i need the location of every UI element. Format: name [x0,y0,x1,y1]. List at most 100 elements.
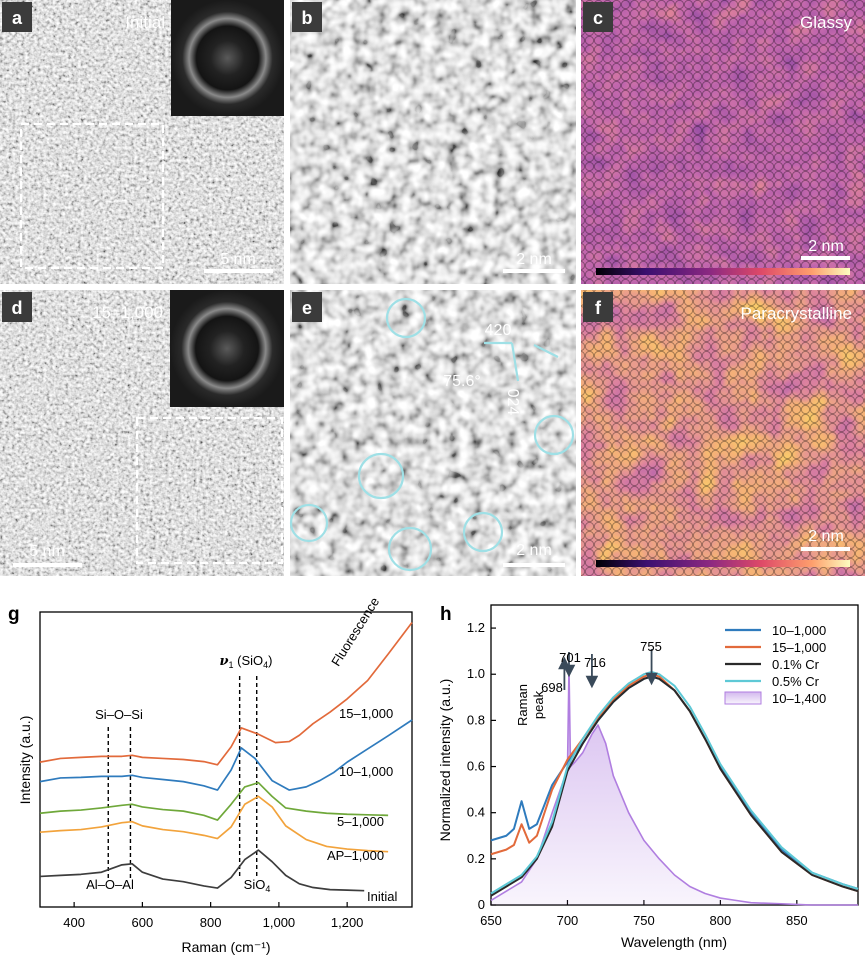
panel-letter-bg-f [583,292,613,322]
peak-arrows-h: 698 701 716 755 [541,639,662,695]
series-label-g: 10–1,000 [339,764,393,779]
scale-label-c: 2 nm [808,238,844,255]
peak-label-h: 698 [541,680,563,695]
annot-si-o-si: Si–O–Si [95,707,143,722]
cell-overlay-f [581,290,865,576]
annot-fluorescence: Fluorescence [328,595,382,669]
series-labels-g: Initial AP–1,000 5–1,000 10–1,000 15–1,000 [327,706,397,904]
scale-label-b: 2 nm [516,251,552,268]
series-label-g: 5–1,000 [337,814,384,829]
panel-letter-f: f [595,298,602,318]
x-tick-label-h: 850 [786,913,808,928]
panel-f: f Paracrystalline 2 nm [581,290,865,576]
panel-b: b 2 nm [290,0,576,284]
series-g [39,622,413,892]
ylabel-h: Normalized intensity (a.u.) [437,679,453,842]
miller-line [510,342,520,382]
miller-024: 024 [504,389,521,416]
miller-line [533,344,559,358]
peak-label-h: 701 [559,650,581,665]
panel-letter-e: e [302,298,312,318]
series-line-g [39,795,389,853]
annot-al-o-al: Al–O–Al [86,877,134,892]
xlabel-h: Wavelength (nm) [621,934,727,950]
crystal-circle [462,511,504,553]
scale-label-a: 5 nm [220,251,256,268]
panel-letter-h: h [440,604,452,625]
panel-letter-bg-a [2,2,32,32]
x-tick-label-g: 1,000 [263,915,296,930]
caption-d: 15–1,000 [92,303,163,322]
dashed-lines-g [107,676,258,878]
annot-sio4: SiO4 [244,877,271,894]
panel-letter-bg-e [292,292,322,322]
panel-letter-bg-d [2,292,32,322]
y-tick-label-h: 0.8 [467,712,485,727]
fft-inset-a [171,0,284,116]
y-tick-label-h: 0 [478,897,485,912]
panel-a: a Initial 5 nm [0,0,284,284]
y-tick-label-h: 1.2 [467,620,485,635]
chart-h: h Normalized intensity (a.u.) Wavelength… [437,604,859,950]
legend-h: 10–1,000 15–1,000 0.1% Cr 0.5% Cr 10–1,400 [724,623,826,706]
x-tick-label-g: 600 [132,915,154,930]
peak-label-h: 755 [640,639,662,654]
annot-raman-line2: peak [531,690,546,719]
panel-e: 420 024 75.6° e 2 nm [289,290,576,576]
legend-label-h: 0.5% Cr [772,674,820,689]
panel-letter-c: c [593,8,603,28]
series-label-g: AP–1,000 [327,848,384,863]
panel-letter-bg-b [292,2,322,32]
panel-letter-d: d [12,298,23,318]
fft-inset-d [170,290,284,407]
y-tick-label-h: 0.2 [467,851,485,866]
crystal-circle [533,414,575,456]
x-tick-label-h: 700 [557,913,579,928]
ticks-h: 650 700 750 800 850 0 0.2 0.4 0.6 0.8 1.0 1.2 [467,620,808,928]
colorbar-c [596,268,850,275]
tem-image-e [290,290,576,576]
annot-v1-sio4: ν1 (SiO4) [219,653,272,670]
miller-lines-e [484,341,559,382]
colorbar-f [596,560,850,567]
x-tick-label-g: 1,200 [331,915,364,930]
x-tick-label-g: 800 [200,915,222,930]
cyan-circles-e [289,297,575,572]
legend-label-h: 10–1,000 [772,623,826,638]
xlabel-g: Raman (cm⁻¹) [181,939,270,955]
panel-d: d 15–1,000 5 nm [0,290,284,576]
annot-v1-sub4: 4 [263,660,268,670]
annot-sio4-main: SiO [244,877,266,892]
y-tick-label-h: 0.6 [467,759,485,774]
scale-label-f: 2 nm [808,528,844,545]
ticks-g: 400 600 800 1,000 1,200 [63,902,363,930]
chart-g: g Intensity (a.u.) Raman (cm⁻¹) 400 600 80… [8,595,413,955]
series-line-g [39,849,365,892]
crystal-circle [289,503,329,543]
x-tick-label-h: 750 [633,913,655,928]
annot-raman-line1: Raman [515,684,530,726]
series-label-g: 15–1,000 [339,706,393,721]
panel-letter-a: a [12,8,23,28]
y-tick-label-h: 1.0 [467,666,485,681]
caption-c: Glassy [800,13,852,32]
caption-f: Paracrystalline [741,304,853,323]
crystal-circle [357,452,405,500]
legend-label-h: 15–1,000 [772,640,826,655]
series-line-g [39,622,413,766]
crystal-circle [387,526,433,572]
legend-label-h: 10–1,400 [772,691,826,706]
scale-label-e: 2 nm [516,542,552,559]
inset-box-d [135,416,284,565]
panel-letter-bg-c [583,2,613,32]
series-fill-h [491,667,858,905]
legend-swatch-h [724,691,762,705]
annot-v1-rest: (SiO [234,653,264,668]
angle-label-e: 75.6° [443,373,481,390]
crystal-circle [385,297,427,339]
legend-label-h: 0.1% Cr [772,657,820,672]
annot-v1-nu: ν [219,654,228,669]
panel-c: c Glassy 2 nm [581,0,865,284]
series-label-g: Initial [367,889,397,904]
